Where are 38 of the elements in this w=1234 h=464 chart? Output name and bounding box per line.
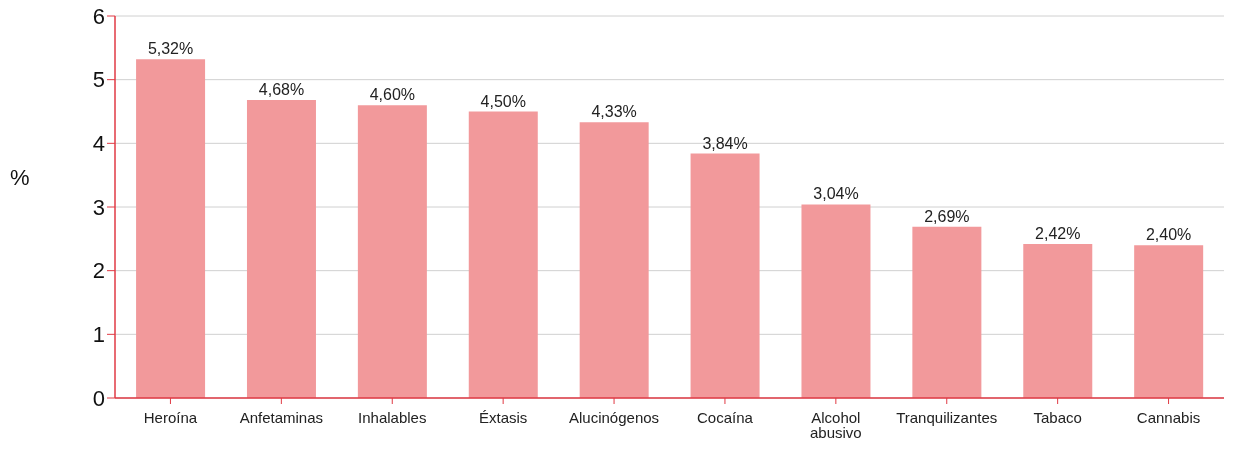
y-tick-label: 0 <box>92 385 105 411</box>
bar <box>246 100 316 398</box>
x-tick-label: Tabaco <box>1033 408 1082 426</box>
y-tick-label: 4 <box>92 131 105 157</box>
bar <box>1134 245 1204 398</box>
y-tick-label: 6 <box>92 3 105 29</box>
data-label: 4,60% <box>369 86 416 104</box>
bar <box>690 153 760 398</box>
y-tick-label: 5 <box>92 67 105 93</box>
x-tick-label: Inhalables <box>358 408 427 426</box>
bar <box>1023 243 1093 398</box>
bar <box>579 122 649 398</box>
data-label: 4,50% <box>480 92 526 110</box>
data-label: 4,68% <box>258 81 305 99</box>
x-tick-label: Cocaína <box>697 408 754 426</box>
data-label: 3,84% <box>702 134 748 152</box>
data-label: 2,42% <box>1035 224 1081 242</box>
x-tick-label: Tranquilizantes <box>896 408 998 426</box>
data-label: 2,69% <box>924 207 970 225</box>
bar <box>357 105 427 398</box>
data-label: 5,32% <box>147 40 194 58</box>
bar <box>136 59 206 398</box>
y-tick-label: 2 <box>92 258 105 284</box>
x-tick-label: Cannabis <box>1136 408 1201 426</box>
bar <box>468 111 538 398</box>
x-tick-label: Éxtasis <box>478 408 528 426</box>
data-label: 4,33% <box>591 103 637 121</box>
data-label: 3,04% <box>813 185 859 203</box>
bar <box>801 204 871 398</box>
y-axis-title: % <box>10 164 30 190</box>
x-tick-label: Alcohol abusivo <box>810 408 862 441</box>
x-tick-label: Heroína <box>143 408 198 426</box>
x-tick-label: Alucinógenos <box>569 408 660 426</box>
y-tick-label: 1 <box>92 322 105 348</box>
bar <box>912 226 982 398</box>
data-label: 2,40% <box>1145 226 1192 244</box>
x-tick-label: Anfetaminas <box>239 408 324 426</box>
y-tick-label: 3 <box>92 194 105 220</box>
